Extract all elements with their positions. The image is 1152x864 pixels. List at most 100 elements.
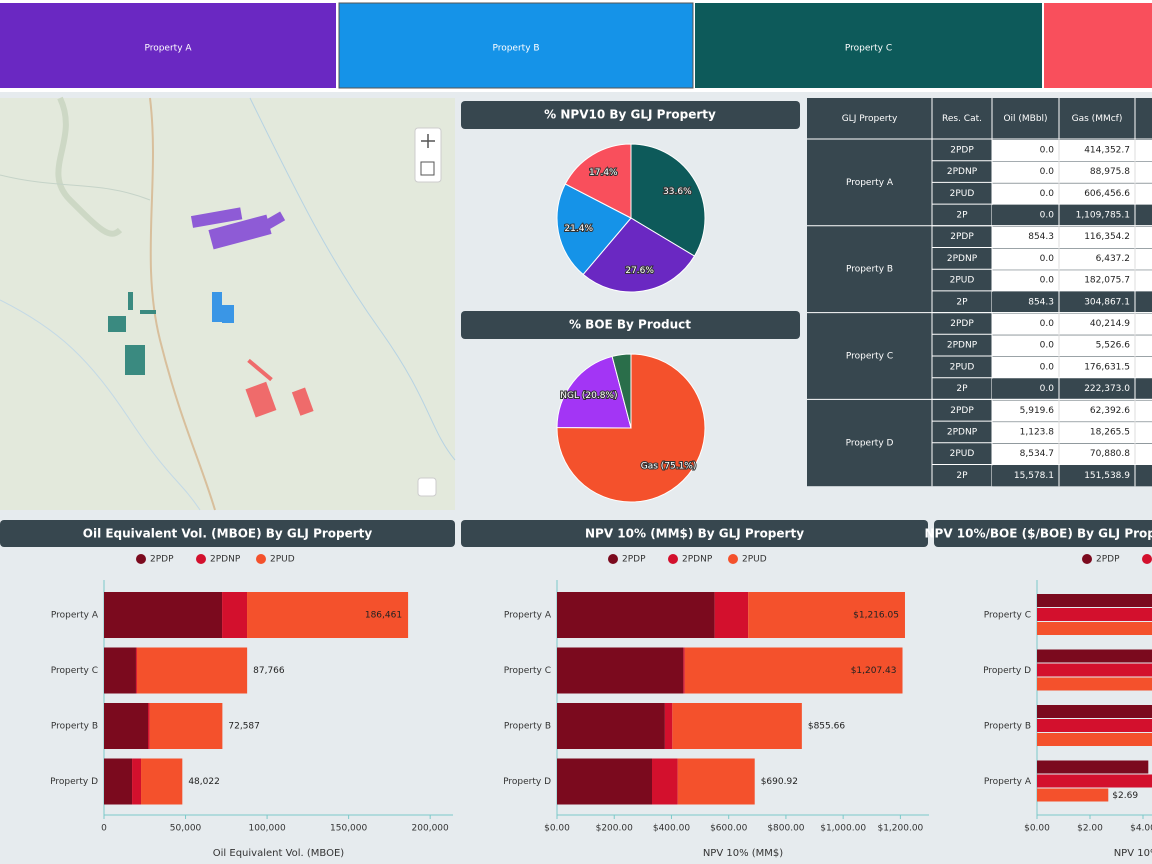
pie-slice[interactable] xyxy=(564,143,632,219)
value-label: $2.69 xyxy=(1112,791,1138,801)
total-label: 87,766 xyxy=(253,666,285,676)
bar[interactable] xyxy=(1037,594,1152,607)
category-cell: 2PDNP xyxy=(947,427,978,437)
bar[interactable] xyxy=(1037,608,1152,621)
legend-label[interactable]: 2PDP xyxy=(150,555,174,565)
data-row xyxy=(992,140,1152,161)
bar-segment[interactable] xyxy=(557,647,684,694)
bar-segment[interactable] xyxy=(684,647,903,694)
map-attribution[interactable] xyxy=(417,477,437,497)
legend-swatch[interactable] xyxy=(136,554,146,564)
bar-segment[interactable] xyxy=(104,758,133,805)
legend-label[interactable]: 2PUD xyxy=(270,555,295,565)
bar-segment[interactable] xyxy=(132,758,142,805)
legend-label[interactable]: 2PDP xyxy=(622,555,646,565)
data-row xyxy=(992,161,1152,183)
data-row xyxy=(992,378,1152,400)
data-row xyxy=(992,422,1152,443)
category-label: Property C xyxy=(504,666,551,676)
pie-slice[interactable] xyxy=(611,353,632,429)
legend-label[interactable]: 2PUD xyxy=(742,555,767,565)
property-tile[interactable] xyxy=(338,2,694,89)
number-cell: 854.3 xyxy=(1028,232,1054,242)
map-terrain xyxy=(55,96,123,237)
number-cell: 88,975.8 xyxy=(1090,167,1130,177)
pie-slice[interactable] xyxy=(556,183,632,276)
bar[interactable] xyxy=(1037,719,1152,732)
legend-label[interactable]: 2PDNP xyxy=(210,555,241,565)
legend-swatch[interactable] xyxy=(668,554,678,564)
bar-segment[interactable] xyxy=(557,592,715,638)
x-tick-label: 200,000 xyxy=(412,824,449,834)
bar-segment[interactable] xyxy=(222,592,248,638)
property-tile[interactable] xyxy=(1044,3,1152,88)
bar-segment[interactable] xyxy=(748,592,905,638)
legend-label[interactable]: 2PDP xyxy=(1096,555,1120,565)
panel-header xyxy=(934,520,1152,547)
category-label: Property B xyxy=(984,722,1031,732)
bar-segment[interactable] xyxy=(557,703,665,749)
map-river xyxy=(0,299,201,511)
total-label: $690.92 xyxy=(761,777,798,787)
data-row xyxy=(992,400,1152,422)
pie-slice[interactable] xyxy=(556,355,632,429)
bar[interactable] xyxy=(1037,733,1152,746)
bar[interactable] xyxy=(1037,677,1152,691)
legend-swatch[interactable] xyxy=(196,554,206,564)
bar[interactable] xyxy=(1037,663,1152,677)
property-tile[interactable] xyxy=(695,3,1042,88)
legend-label[interactable]: 2PDNP xyxy=(682,555,713,565)
chart-title: NPV 10% (MM$) By GLJ Property xyxy=(585,527,804,541)
bar[interactable] xyxy=(1037,788,1109,802)
bar[interactable] xyxy=(1037,622,1152,635)
data-row xyxy=(992,357,1152,378)
total-label: $1,207.43 xyxy=(851,666,897,676)
map[interactable] xyxy=(0,96,456,511)
bar-segment[interactable] xyxy=(148,703,150,749)
data-row xyxy=(992,205,1152,226)
pie-label: Gas (75.1%) xyxy=(641,461,697,471)
category-cell: 2PUD xyxy=(950,189,975,199)
bar-segment[interactable] xyxy=(652,758,678,805)
legend-swatch[interactable] xyxy=(608,554,618,564)
number-cell: 176,631.5 xyxy=(1084,362,1130,372)
bar-segment[interactable] xyxy=(104,703,149,749)
number-cell: 18,265.5 xyxy=(1090,427,1130,437)
legend-swatch[interactable] xyxy=(1142,554,1152,564)
panel-header xyxy=(461,311,800,339)
bar-segment[interactable] xyxy=(104,592,223,638)
category-cell: 2PDP xyxy=(950,145,974,155)
bar-segment[interactable] xyxy=(683,647,685,694)
legend-swatch[interactable] xyxy=(728,554,738,564)
x-tick-label: $600.00 xyxy=(710,824,747,834)
number-cell: 8,534.7 xyxy=(1020,449,1054,459)
bar[interactable] xyxy=(1037,705,1152,718)
property-cell: Property C xyxy=(846,352,893,362)
data-row xyxy=(992,335,1152,356)
bar-segment[interactable] xyxy=(149,703,223,749)
property-tile[interactable] xyxy=(0,3,336,88)
bar-segment[interactable] xyxy=(664,703,673,749)
data-row xyxy=(992,443,1152,465)
map-road xyxy=(0,174,151,201)
legend-swatch[interactable] xyxy=(1082,554,1092,564)
bar-segment[interactable] xyxy=(714,592,749,638)
bar[interactable] xyxy=(1037,760,1149,774)
bar-segment[interactable] xyxy=(136,647,248,694)
bar[interactable] xyxy=(1037,649,1152,663)
bar-segment[interactable] xyxy=(141,758,183,805)
bar-segment[interactable] xyxy=(104,647,136,694)
bar[interactable] xyxy=(1037,774,1152,788)
bar-segment[interactable] xyxy=(557,758,653,805)
pie-slice[interactable] xyxy=(630,143,706,257)
chart-title: Oil Equivalent Vol. (MBOE) By GLJ Proper… xyxy=(83,527,373,541)
legend-swatch[interactable] xyxy=(256,554,266,564)
bar-segment[interactable] xyxy=(677,758,755,805)
pie-slice[interactable] xyxy=(582,217,696,293)
x-axis-title: Oil Equivalent Vol. (MBOE) xyxy=(213,848,345,859)
bar-segment[interactable] xyxy=(247,592,409,638)
bar-segment[interactable] xyxy=(672,703,802,749)
x-tick-label: $2.00 xyxy=(1077,824,1103,834)
pie-slice[interactable] xyxy=(556,353,706,503)
bar-segment[interactable] xyxy=(135,647,137,694)
